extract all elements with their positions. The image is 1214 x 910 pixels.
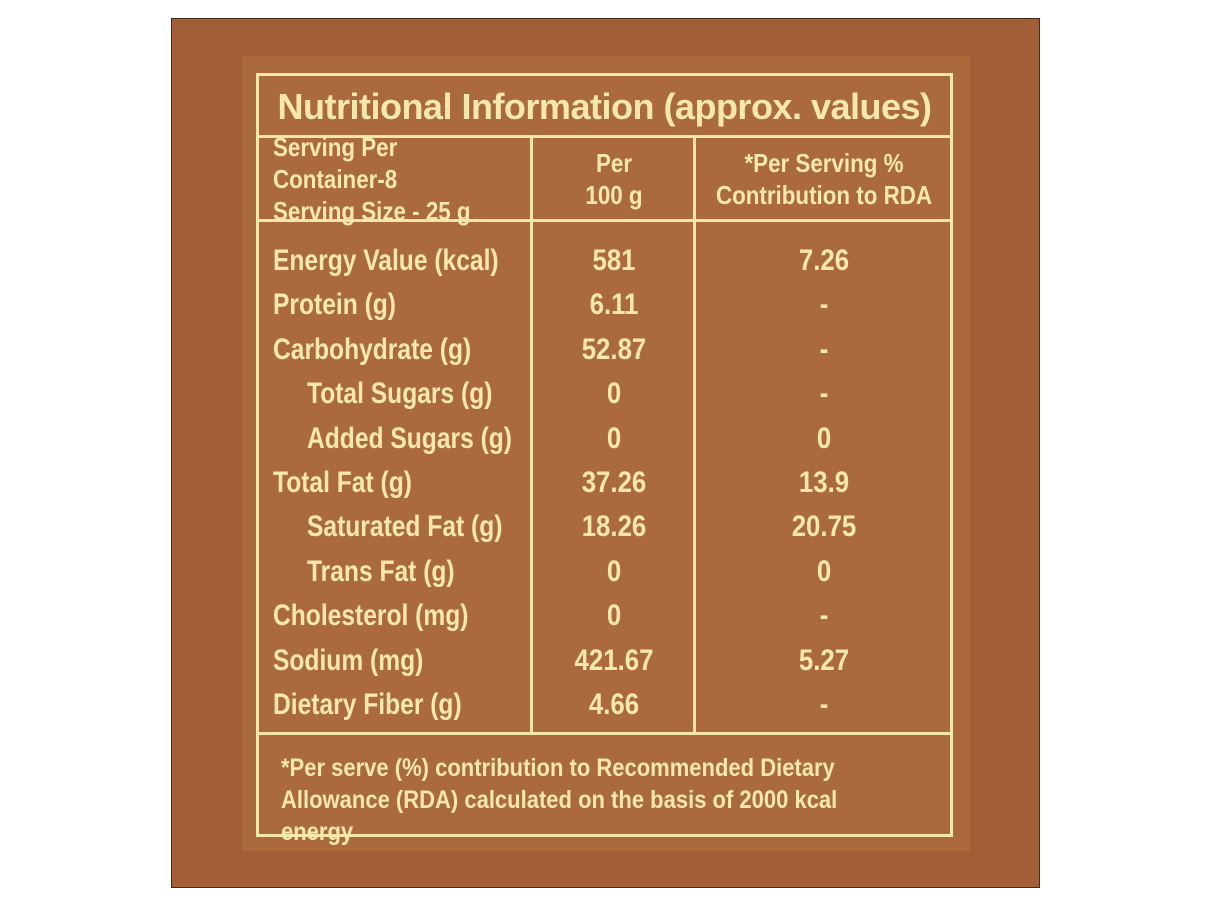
header-rda-line1: *Per Serving % [744, 148, 904, 178]
nutrient-row: Total Fat (g) 37.26 13.9 [259, 461, 950, 505]
nutrient-per-100g: 52.87 [581, 332, 647, 366]
nutrient-per-100g: 421.67 [574, 643, 654, 677]
column-divider-2 [693, 138, 696, 732]
nutrient-row: Carbohydrate (g) 52.87 - [259, 328, 950, 372]
nutrient-name: Protein (g) [273, 288, 396, 322]
nutrient-rda: - [819, 687, 829, 721]
nutrient-per-100g: 6.11 [589, 288, 639, 322]
nutrient-per-100g: 0 [606, 554, 622, 588]
nutrient-row: Sodium (mg) 421.67 5.27 [259, 639, 950, 683]
header-per-100g: Per 100 g [545, 140, 683, 218]
nutrient-per-100g: 4.66 [588, 687, 640, 721]
nutrient-rda: 0 [816, 421, 832, 455]
nutrient-rda: - [819, 332, 829, 366]
nutrient-row: Total Sugars (g) 0 - [259, 372, 950, 416]
header-rda: *Per Serving % Contribution to RDA [716, 140, 933, 218]
nutrient-rows: Energy Value (kcal) 581 7.26 Protein (g) 6.1… [259, 239, 950, 727]
divider-footer [259, 732, 950, 735]
nutrient-rda: 7.26 [798, 244, 850, 277]
header-per: Per [595, 148, 633, 178]
nutrition-table: Nutritional Information (approx. values)… [256, 73, 953, 846]
nutrient-row: Protein (g) 6.11 - [259, 283, 950, 327]
nutrient-row: Trans Fat (g) 0 0 [259, 550, 950, 594]
header-rda-line2: Contribution to RDA [715, 180, 933, 210]
nutrient-row: Added Sugars (g) 0 0 [259, 417, 950, 461]
nutrient-name: Total Sugars (g) [307, 377, 493, 411]
nutrient-name: Saturated Fat (g) [307, 510, 503, 544]
nutrient-per-100g: 18.26 [581, 510, 647, 544]
nutrient-name: Added Sugars (g) [307, 421, 513, 455]
nutrient-rda: 0 [816, 554, 832, 588]
nutrient-rda: 20.75 [791, 510, 857, 544]
nutrient-rda: - [819, 599, 829, 633]
nutrient-row: Energy Value (kcal) 581 7.26 [259, 239, 950, 283]
nutrient-name: Energy Value (kcal) [273, 244, 499, 277]
nutrient-rda: 5.27 [798, 643, 850, 677]
nutrient-rda: - [819, 377, 829, 411]
nutrient-per-100g: 581 [592, 244, 636, 277]
nutrient-name: Dietary Fiber (g) [273, 687, 462, 721]
nutrient-per-100g: 0 [606, 421, 622, 455]
footnote: *Per serve (%) contribution to Recommend… [281, 752, 862, 848]
nutrient-rda: - [819, 288, 829, 322]
header-serving: Serving Per Container-8 Serving Size - 2… [273, 132, 497, 226]
table-title: Nutritional Information (approx. values) [277, 86, 932, 127]
footnote-line-1: *Per serve (%) contribution to Recommend… [281, 754, 835, 782]
nutrient-name: Sodium (mg) [273, 643, 424, 677]
nutrient-name: Cholesterol (mg) [273, 599, 469, 633]
nutrient-name: Carbohydrate (g) [273, 332, 472, 366]
serving-size: Serving Size - 25 g [273, 196, 471, 226]
nutrient-row: Dietary Fiber (g) 4.66 - [259, 683, 950, 727]
label-background [242, 56, 970, 851]
nutrient-per-100g: 0 [606, 599, 622, 633]
header-100g: 100 g [585, 180, 643, 210]
nutrient-name: Total Fat (g) [273, 465, 412, 499]
footnote-line-2: Allowance (RDA) calculated on the basis … [281, 786, 838, 846]
nutrient-row: Saturated Fat (g) 18.26 20.75 [259, 505, 950, 549]
nutrient-per-100g: 37.26 [581, 465, 647, 499]
nutrient-rda: 13.9 [798, 465, 850, 499]
divider-header [259, 219, 950, 222]
serving-per-container: Serving Per Container-8 [273, 132, 398, 194]
nutrient-per-100g: 0 [606, 377, 622, 411]
nutrient-row: Cholesterol (mg) 0 - [259, 594, 950, 638]
divider-title [259, 135, 950, 138]
nutrient-name: Trans Fat (g) [307, 554, 455, 588]
column-divider-1 [530, 138, 533, 732]
